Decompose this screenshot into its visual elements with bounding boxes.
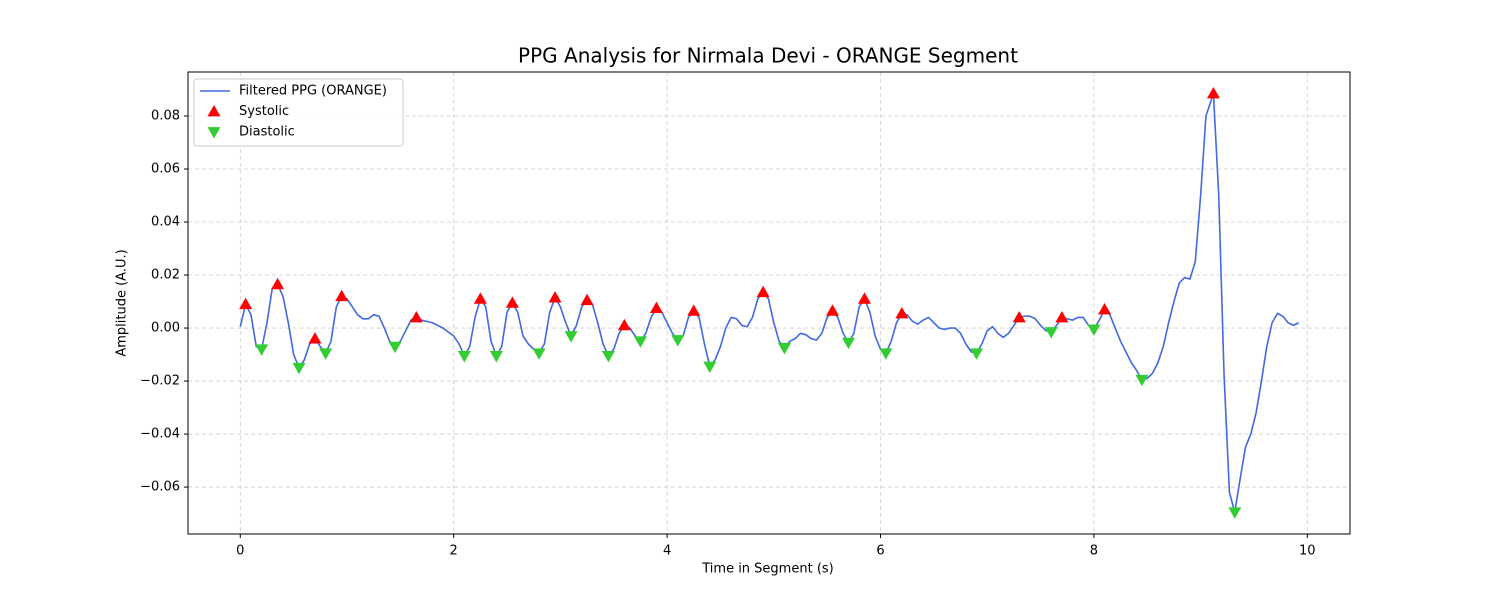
diastolic-marker xyxy=(255,344,269,356)
diastolic-marker xyxy=(319,348,333,360)
systolic-marker xyxy=(548,291,562,303)
plot-frame xyxy=(187,71,1351,535)
systolic-marker xyxy=(239,297,253,310)
diastolic-marker xyxy=(1135,374,1149,387)
x-tick-label: 6 xyxy=(876,544,884,559)
legend-swatch xyxy=(207,105,221,117)
legend-label: Filtered PPG (ORANGE) xyxy=(239,84,387,99)
x-tick-label: 0 xyxy=(236,544,244,559)
systolic-marker xyxy=(825,304,839,316)
diastolic-marker xyxy=(532,348,546,360)
diastolic-marker xyxy=(1044,327,1058,339)
diastolic-marker xyxy=(1228,507,1242,519)
diastolic-marker xyxy=(601,351,615,363)
x-tick-label: 8 xyxy=(1090,544,1098,559)
y-tick-label: −0.06 xyxy=(140,480,180,495)
diastolic-marker xyxy=(841,337,855,350)
diastolic-marker xyxy=(671,335,685,347)
systolic-marker xyxy=(1206,86,1220,99)
diastolic-marker xyxy=(703,361,717,373)
systolic-marker xyxy=(1098,302,1112,315)
y-tick-label: 0.00 xyxy=(151,321,180,336)
chart-title: PPG Analysis for Nirmala Devi - ORANGE S… xyxy=(518,44,1018,68)
y-tick-label: 0.04 xyxy=(151,215,180,230)
y-tick-label: 0.08 xyxy=(151,109,180,124)
y-tick-label: −0.02 xyxy=(140,374,180,389)
diastolic-marker xyxy=(777,343,791,355)
systolic-marker xyxy=(687,304,701,316)
x-tick-label: 2 xyxy=(450,544,458,559)
systolic-marker xyxy=(580,293,594,306)
diastolic-marker xyxy=(1087,324,1101,336)
y-tick-label: 0.02 xyxy=(151,268,180,283)
y-tick-label: −0.04 xyxy=(140,427,180,442)
x-axis-label: Time in Segment (s) xyxy=(701,562,833,577)
systolic-marker xyxy=(756,285,770,298)
diastolic-marker xyxy=(388,341,402,354)
diastolic-marker xyxy=(879,348,893,360)
systolic-marker xyxy=(857,292,871,304)
diastolic-marker xyxy=(564,331,578,343)
data-line xyxy=(239,93,1300,513)
x-tick-label: 10 xyxy=(1299,544,1316,559)
diastolic-marker xyxy=(292,362,306,375)
diastolic-marker xyxy=(633,336,647,348)
y-tick-label: 0.06 xyxy=(151,162,180,177)
legend-box xyxy=(193,78,404,147)
diastolic-marker xyxy=(489,351,503,363)
systolic-marker xyxy=(409,310,423,323)
systolic-marker xyxy=(473,292,487,304)
systolic-marker xyxy=(895,306,909,319)
legend-label: Systolic xyxy=(239,104,289,119)
systolic-marker xyxy=(505,296,519,308)
systolic-marker xyxy=(308,332,322,344)
legend-swatch xyxy=(207,127,221,139)
systolic-marker xyxy=(617,318,631,331)
systolic-marker xyxy=(271,277,285,290)
diastolic-marker xyxy=(970,348,984,360)
diastolic-marker xyxy=(457,351,471,363)
x-tick-label: 4 xyxy=(663,544,671,559)
systolic-marker xyxy=(335,289,349,302)
legend-label: Diastolic xyxy=(239,125,295,140)
systolic-marker xyxy=(1055,310,1069,323)
systolic-marker xyxy=(1012,310,1026,323)
legend: Filtered PPG (ORANGE) Systolic Diastolic xyxy=(193,78,404,147)
y-axis-label: Amplitude (A.U.) xyxy=(115,249,130,356)
systolic-marker xyxy=(649,301,663,314)
